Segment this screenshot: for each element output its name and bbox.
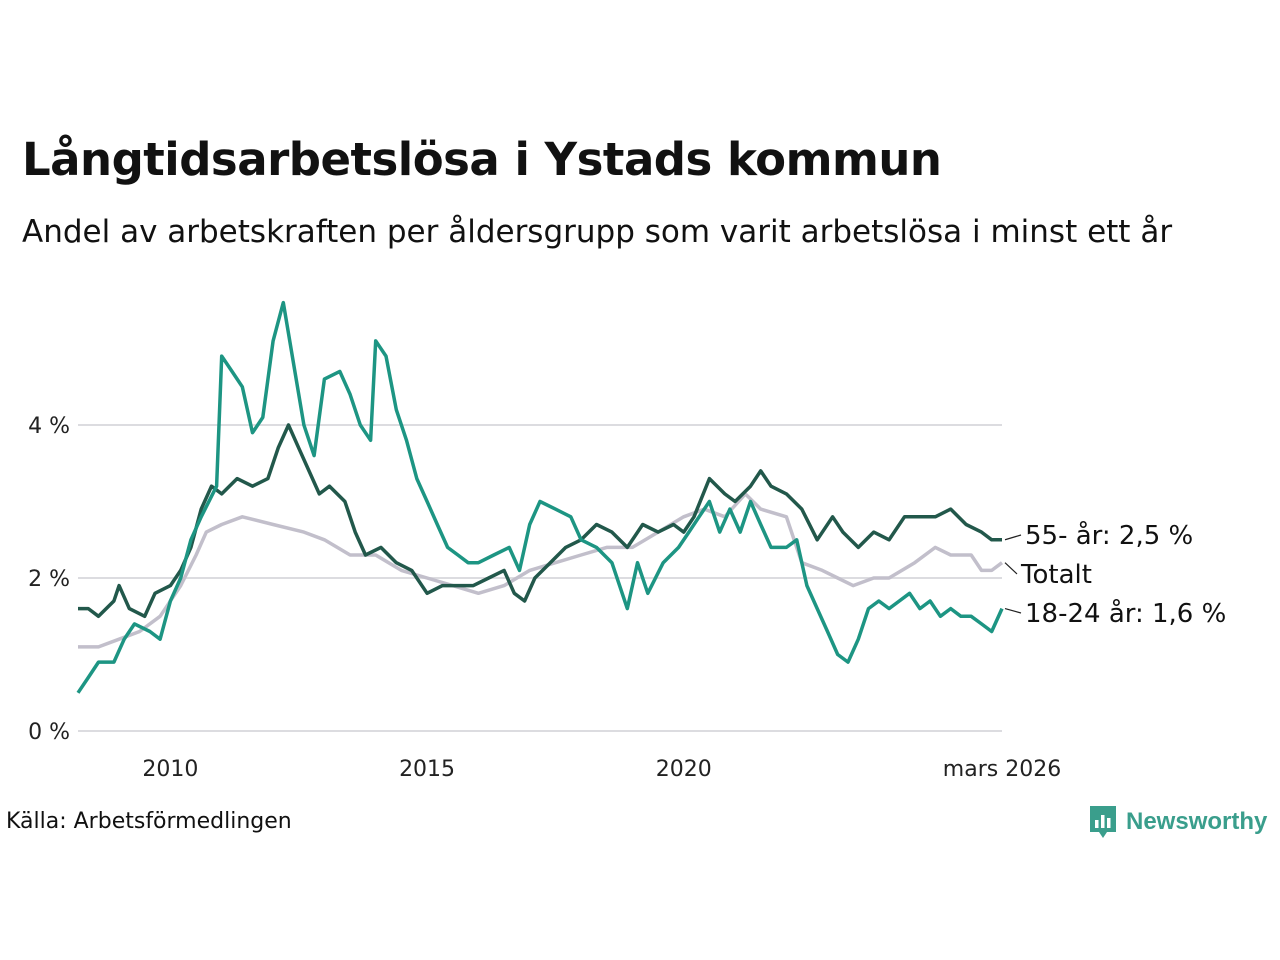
label-leader-line <box>1004 562 1018 575</box>
x-tick-label: 2010 <box>142 757 198 782</box>
series-line-0 <box>78 492 1004 649</box>
series-line-1 <box>78 423 1002 619</box>
y-tick-label: 2 % <box>28 567 70 592</box>
y-tick-label: 0 % <box>28 720 70 745</box>
y-axis-ticks: 0 % 2 % 4 % <box>28 414 70 745</box>
newsworthy-icon <box>1090 806 1116 838</box>
series-line-2 <box>76 300 1004 694</box>
series-end-label: Totalt <box>1020 560 1092 590</box>
chart-subtitle: Andel av arbetskraften per åldersgrupp s… <box>22 214 1173 250</box>
newsworthy-logo[interactable]: Newsworthy <box>1088 804 1267 840</box>
source-note: Källa: Arbetsförmedlingen <box>6 809 292 834</box>
series-lines <box>76 300 1004 694</box>
label-leader-line <box>1004 534 1022 541</box>
brand-name: Newsworthy <box>1126 808 1268 835</box>
series-end-label: 18-24 år: 1,6 % <box>1025 598 1226 629</box>
gridlines <box>78 424 1002 732</box>
x-axis-ticks: 2010 2015 2020 mars 2026 <box>142 757 1061 782</box>
y-tick-label: 4 % <box>28 414 70 439</box>
x-tick-label: mars 2026 <box>943 757 1061 782</box>
x-tick-label: 2020 <box>656 757 712 782</box>
series-end-label: 55- år: 2,5 % <box>1025 520 1193 551</box>
label-leader-line <box>1004 608 1022 614</box>
chart-title: Långtidsarbetslösa i Ystads kommun <box>22 133 942 186</box>
series-end-labels: Totalt 55- år: 2,5 % 18-24 år: 1,6 % <box>1004 520 1226 629</box>
x-tick-label: 2015 <box>399 757 455 782</box>
